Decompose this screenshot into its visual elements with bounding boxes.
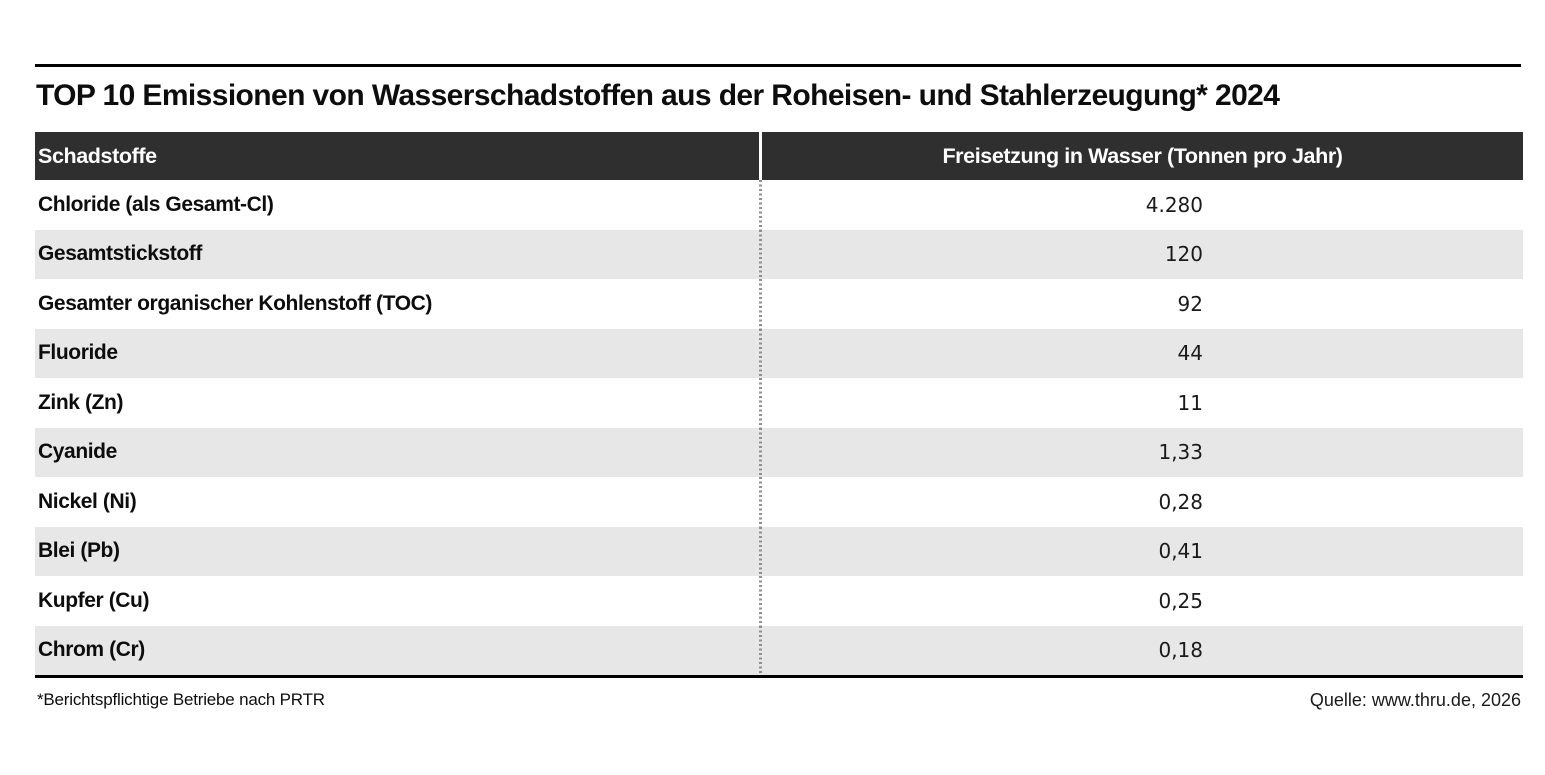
column-divider-dotted (759, 576, 762, 626)
pollutant-name: Zink (Zn) (38, 390, 124, 414)
column-divider-dotted (759, 427, 762, 477)
column-header-values: Freisetzung in Wasser (Tonnen pro Jahr) (942, 143, 1343, 168)
emission-value: 92 (1177, 291, 1203, 316)
top-rule (35, 64, 1521, 67)
column-divider-dotted (759, 477, 762, 527)
emission-value: 0,18 (1158, 638, 1203, 663)
table-row: Zink (Zn) 11 (35, 378, 1523, 428)
column-divider-dotted (759, 378, 762, 428)
emission-value: 120 (1164, 242, 1203, 267)
table-row: Blei (Pb) 0,41 (35, 526, 1523, 576)
pollutant-name: Kupfer (Cu) (38, 588, 150, 612)
table-row: Cyanide 1,33 (35, 427, 1523, 477)
emission-value: 0,41 (1158, 539, 1203, 564)
footnote: *Berichtspflichtige Betriebe nach PRTR (37, 690, 325, 709)
column-header-pollutants: Schadstoffe (38, 143, 157, 168)
pollutant-name: Chrom (Cr) (38, 638, 145, 662)
emission-value: 1,33 (1158, 440, 1203, 465)
pollutant-name: Chloride (als Gesamt-Cl) (38, 192, 274, 216)
table-row: Gesamtstickstoff 120 (35, 229, 1523, 279)
table-header-row: Schadstoffe Freisetzung in Wasser (Tonne… (35, 132, 1523, 180)
table-row: Chloride (als Gesamt-Cl) 4.280 (35, 180, 1523, 230)
column-divider-dotted (759, 328, 762, 378)
emission-value: 44 (1177, 341, 1203, 366)
pollutant-name: Fluoride (38, 341, 118, 365)
pollutant-name: Nickel (Ni) (38, 489, 137, 513)
table-body: Chloride (als Gesamt-Cl) 4.280 Gesamtstick… (35, 180, 1523, 675)
table-row: Nickel (Ni) 0,28 (35, 477, 1523, 527)
table-row: Kupfer (Cu) 0,25 (35, 576, 1523, 626)
pollutant-name: Gesamtstickstoff (38, 242, 202, 266)
column-divider-dotted (759, 279, 762, 329)
pollutant-name: Cyanide (38, 440, 117, 464)
pollutant-name: Blei (Pb) (38, 539, 120, 563)
emission-value: 4.280 (1145, 192, 1203, 217)
table-row: Fluoride 44 (35, 328, 1523, 378)
pollutant-name: Gesamter organischer Kohlenstoff (TOC) (38, 291, 432, 315)
table-bottom-border (35, 675, 1523, 678)
column-divider-dotted (759, 625, 762, 675)
emissions-table: Schadstoffe Freisetzung in Wasser (Tonne… (35, 132, 1523, 678)
column-divider-dotted (759, 229, 762, 279)
header-column-divider (759, 132, 762, 180)
emission-value: 11 (1177, 390, 1203, 415)
emission-value: 0,25 (1158, 588, 1203, 613)
table-row: Gesamter organischer Kohlenstoff (TOC) 92 (35, 279, 1523, 329)
source-credit: Quelle: www.thru.de, 2026 (1309, 690, 1521, 710)
column-divider-dotted (759, 526, 762, 576)
emission-value: 0,28 (1158, 489, 1203, 514)
column-divider-dotted (759, 180, 762, 230)
table-row: Chrom (Cr) 0,18 (35, 625, 1523, 675)
page-title: TOP 10 Emissionen von Wasserschadstoffen… (36, 79, 1280, 112)
